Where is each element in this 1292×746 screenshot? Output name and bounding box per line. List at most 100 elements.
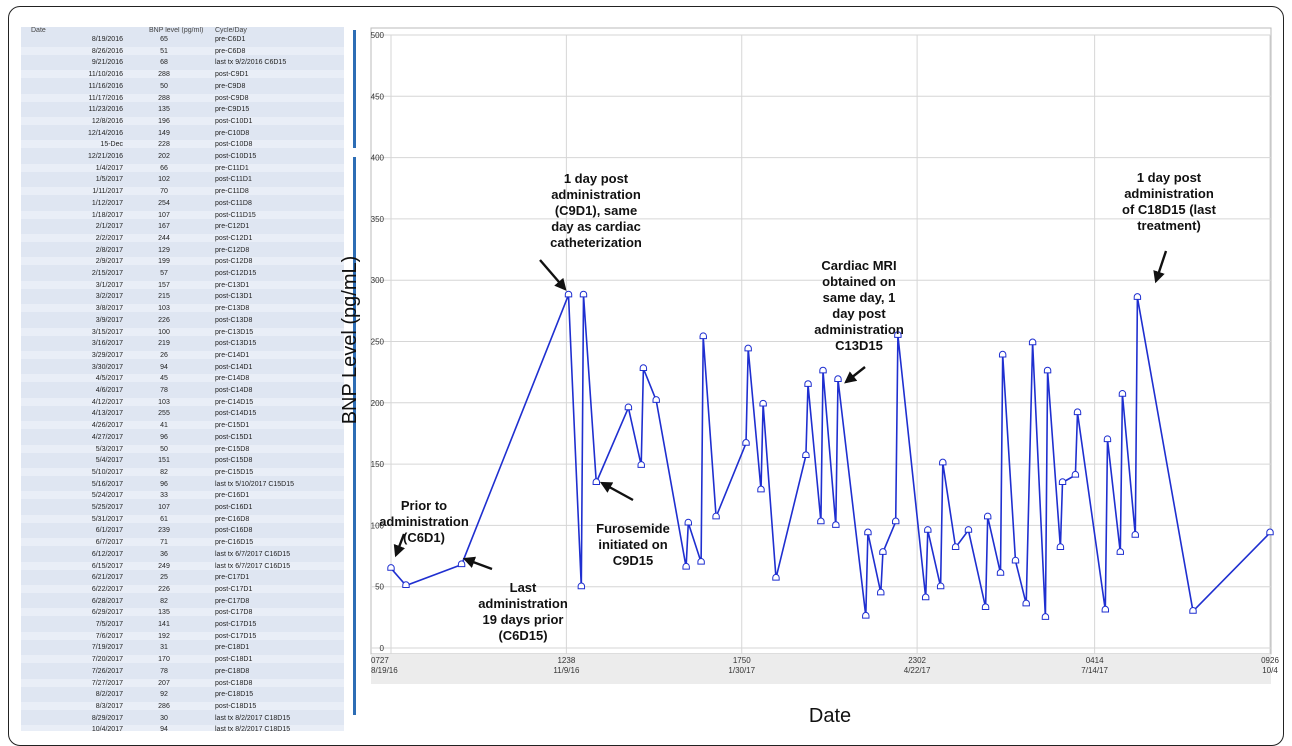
cell-bnp: 50	[160, 82, 168, 90]
y-tick-label: 250	[371, 338, 385, 347]
table-row: 3/16/2017 219 post-C13D15	[21, 340, 344, 348]
cell-bnp: 78	[160, 667, 168, 675]
annotation-line: administration	[478, 596, 568, 611]
row-stripe	[21, 280, 344, 289]
cell-date: 9/21/2016	[91, 59, 123, 67]
data-point	[924, 526, 932, 533]
data-point	[1073, 408, 1082, 416]
cell-date: 1/12/2017	[91, 199, 123, 207]
cell-date: 4/5/2017	[95, 375, 123, 383]
data-point	[1071, 471, 1080, 478]
table-row: 6/22/2017 226 post-C17D1	[21, 586, 344, 594]
cell-date: 6/1/2017	[95, 527, 123, 535]
cell-bnp: 51	[160, 47, 168, 55]
table-row: 2/2/2017 244 post-C12D1	[21, 235, 344, 243]
cell-date: 4/27/2017	[91, 433, 123, 441]
cell-cycle: post-C10D15	[215, 153, 257, 160]
table-row: 4/6/2017 78 post-C14D8	[21, 387, 344, 395]
row-stripe	[21, 187, 344, 196]
table-row: 6/21/2017 25 pre-C17D1	[21, 574, 344, 582]
table-row: 6/29/2017 135 post-C17D8	[21, 609, 344, 617]
cell-cycle: pre-C17D8	[215, 597, 250, 605]
cell-bnp: 199	[158, 258, 170, 266]
cell-bnp: 141	[158, 621, 170, 628]
data-point	[996, 569, 1005, 576]
cell-date: 5/3/2017	[95, 445, 123, 453]
cell-bnp: 196	[158, 117, 170, 125]
data-point	[757, 485, 765, 493]
data-point	[457, 560, 466, 568]
data-point	[894, 331, 902, 338]
cell-bnp: 96	[160, 433, 168, 441]
data-point	[639, 364, 648, 371]
data-point	[742, 439, 750, 446]
cell-cycle: post-C10D1	[215, 117, 253, 125]
annotations: Prior to administration (C6D1)Last administ…	[379, 170, 1216, 643]
cell-bnp: 107	[158, 211, 170, 219]
cell-cycle: post-C14D1	[215, 363, 253, 371]
row-stripe	[21, 701, 344, 710]
data-point	[877, 588, 885, 596]
table-row: 8/26/2016 51 pre-C6D8	[21, 48, 344, 56]
cell-cycle: pre-C15D15	[215, 468, 254, 476]
cell-date: 3/16/2017	[91, 340, 123, 348]
data-point	[1118, 390, 1127, 397]
table-row: 8/29/2017 30 last tx 8/2/2017 C18D15	[21, 715, 344, 723]
cell-date: 6/12/2017	[91, 550, 123, 558]
cell-date: 7/19/2017	[91, 644, 123, 652]
cell-date: 10/4/2017	[91, 726, 123, 731]
cell-cycle: post-C17D15	[215, 621, 257, 628]
cell-bnp: 255	[158, 410, 170, 418]
x-tick-label-date: 8/19/16	[371, 666, 398, 675]
data-point	[983, 512, 992, 520]
y-tick-label: 100	[371, 521, 385, 530]
cell-cycle: post-C12D15	[215, 270, 257, 277]
cell-date: 3/8/2017	[95, 305, 123, 313]
cell-bnp: 254	[158, 199, 170, 207]
table-row: 5/24/2017 33 pre-C16D1	[21, 492, 344, 500]
header-date: Date	[31, 27, 46, 34]
data-point	[804, 380, 812, 387]
cell-cycle: last tx 9/2/2016 C6D15	[215, 59, 287, 67]
cell-bnp: 107	[158, 504, 170, 511]
cell-bnp: 103	[158, 305, 170, 313]
cell-bnp: 135	[158, 106, 170, 114]
data-point	[1133, 293, 1142, 300]
cell-bnp: 71	[160, 539, 168, 547]
table-row: 1/18/2017 107 post-C11D15	[21, 212, 344, 220]
cell-date: 2/9/2017	[95, 258, 123, 266]
table-row: 8/2/2017 92 pre-C18D15	[21, 691, 344, 699]
cell-cycle: pre-C15D1	[215, 422, 250, 430]
cell-cycle: post-C11D8	[215, 199, 252, 207]
cell-date: 11/16/2016	[88, 82, 123, 90]
x-tick-label-date: 11/9/16	[553, 666, 580, 675]
cell-bnp: 30	[160, 714, 168, 722]
cell-bnp: 167	[158, 223, 170, 231]
cell-cycle: pre-C10D8	[215, 129, 250, 137]
data-point	[819, 366, 827, 374]
data-point	[998, 350, 1007, 358]
data-point	[1101, 605, 1110, 613]
cell-date: 7/20/2017	[91, 656, 123, 664]
annotation-line: administration	[551, 187, 641, 202]
cell-bnp: 82	[160, 468, 168, 476]
cell-date: 11/23/2016	[88, 106, 123, 114]
cell-bnp: 228	[158, 141, 170, 149]
data-point	[697, 558, 705, 565]
scroll-bar-top	[353, 30, 356, 148]
data-point	[592, 478, 601, 485]
cell-bnp: 226	[158, 585, 170, 593]
data-point	[1266, 528, 1274, 536]
cell-date: 6/7/2017	[95, 539, 123, 547]
annotation-line: administration	[1124, 186, 1214, 201]
cell-cycle: pre-C17D1	[215, 574, 250, 582]
annotation-line: administration	[379, 514, 469, 529]
cell-date: 8/29/2017	[91, 714, 123, 722]
table-row: 3/15/2017 100 pre-C13D15	[21, 329, 344, 337]
table-row: 11/16/2016 50 pre-C9D8	[21, 83, 344, 91]
annotation-line: same day, 1	[823, 290, 896, 305]
annotation-line: day post	[832, 306, 886, 321]
cell-cycle: pre-C13D1	[215, 281, 250, 289]
row-stripe	[21, 374, 344, 383]
table-row: 10/4/2017 94 last tx 8/2/2017 C18D15	[21, 726, 344, 731]
